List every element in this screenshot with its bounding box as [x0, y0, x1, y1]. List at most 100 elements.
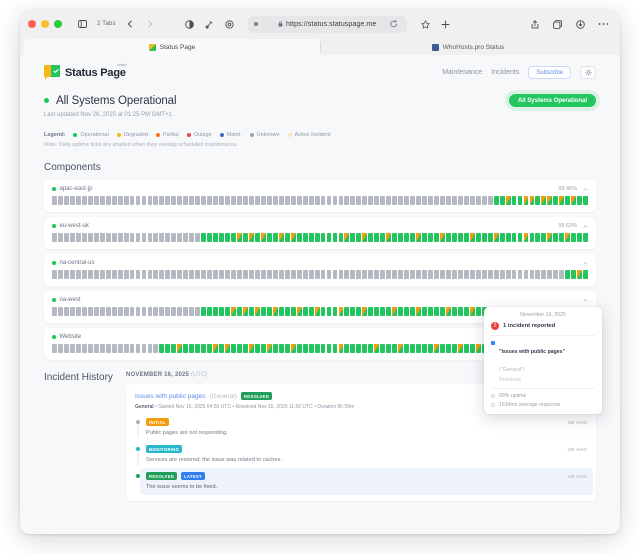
uptime-tick[interactable] — [266, 233, 272, 242]
uptime-tick[interactable] — [207, 307, 213, 316]
uptime-tick[interactable] — [69, 307, 75, 316]
uptime-tick[interactable] — [75, 307, 81, 316]
uptime-tick[interactable] — [308, 233, 314, 242]
maximize-window-button[interactable] — [54, 20, 62, 28]
uptime-tick[interactable] — [392, 270, 398, 279]
window-controls[interactable] — [28, 20, 62, 28]
uptime-tick[interactable] — [445, 344, 451, 353]
uptime-tick[interactable] — [171, 233, 177, 242]
uptime-tick[interactable] — [147, 270, 153, 279]
uptime-tick[interactable] — [195, 307, 201, 316]
uptime-tick[interactable] — [243, 233, 248, 242]
uptime-tick[interactable] — [422, 233, 427, 242]
uptime-tick[interactable] — [225, 196, 230, 205]
uptime-tick[interactable] — [219, 307, 224, 316]
uptime-tick[interactable] — [99, 344, 105, 353]
uptime-tick[interactable] — [147, 233, 153, 242]
uptime-tick[interactable] — [284, 307, 290, 316]
uptime-tick[interactable] — [189, 233, 195, 242]
uptime-tick[interactable] — [254, 270, 260, 279]
uptime-tick[interactable] — [105, 344, 111, 353]
uptime-tick[interactable] — [219, 344, 224, 353]
uptime-tick[interactable] — [165, 270, 171, 279]
chevron-up-icon[interactable] — [583, 187, 588, 192]
uptime-tick[interactable] — [583, 196, 589, 205]
uptime-tick[interactable] — [207, 233, 213, 242]
uptime-tick[interactable] — [529, 270, 535, 279]
uptime-tick[interactable] — [183, 233, 189, 242]
chevron-up-icon[interactable] — [583, 298, 588, 303]
uptime-tick[interactable] — [272, 233, 278, 242]
reload-icon[interactable] — [386, 16, 403, 32]
uptime-tick[interactable] — [302, 270, 308, 279]
uptime-tick[interactable] — [105, 270, 111, 279]
uptime-tick[interactable] — [219, 233, 224, 242]
uptime-tick[interactable] — [302, 344, 308, 353]
uptime-tick[interactable] — [284, 196, 290, 205]
uptime-tick[interactable] — [577, 196, 583, 205]
uptime-tick[interactable] — [52, 196, 57, 205]
uptime-tick[interactable] — [434, 270, 439, 279]
uptime-tick[interactable] — [398, 307, 404, 316]
uptime-tick[interactable] — [308, 307, 314, 316]
uptime-tick[interactable] — [117, 233, 123, 242]
uptime-tick[interactable] — [278, 344, 284, 353]
uptime-tick[interactable] — [69, 233, 75, 242]
uptime-tick[interactable] — [499, 270, 505, 279]
uptime-tick[interactable] — [219, 196, 224, 205]
uptime-tick[interactable] — [577, 233, 583, 242]
uptime-tick[interactable] — [111, 233, 117, 242]
uptime-tick[interactable] — [404, 196, 410, 205]
uptime-tick[interactable] — [183, 196, 189, 205]
uptime-tick[interactable] — [296, 270, 302, 279]
uptime-tick[interactable] — [410, 270, 415, 279]
uptime-tick[interactable] — [439, 196, 445, 205]
uptime-tick[interactable] — [87, 270, 93, 279]
uptime-tick[interactable] — [428, 307, 433, 316]
uptime-tick[interactable] — [284, 270, 290, 279]
uptime-tick[interactable] — [171, 307, 177, 316]
uptime-tick[interactable] — [52, 307, 57, 316]
uptime-tick[interactable] — [350, 233, 356, 242]
uptime-tick[interactable] — [302, 233, 308, 242]
uptime-tick[interactable] — [278, 233, 284, 242]
uptime-tick[interactable] — [374, 307, 380, 316]
uptime-tick[interactable] — [392, 233, 398, 242]
uptime-tick[interactable] — [201, 344, 207, 353]
uptime-tick[interactable] — [398, 270, 404, 279]
uptime-tick[interactable] — [314, 344, 320, 353]
uptime-tick[interactable] — [380, 233, 386, 242]
uptime-tick[interactable] — [368, 270, 374, 279]
more-menu-icon[interactable] — [595, 16, 612, 32]
uptime-tick[interactable] — [296, 307, 302, 316]
uptime-tick[interactable] — [350, 307, 356, 316]
uptime-tick[interactable] — [332, 270, 338, 279]
uptime-tick[interactable] — [332, 233, 338, 242]
uptime-tick[interactable] — [195, 233, 201, 242]
uptime-tick[interactable] — [416, 307, 421, 316]
uptime-tick[interactable] — [141, 196, 147, 205]
uptime-tick[interactable] — [481, 196, 487, 205]
uptime-tick-bar[interactable] — [52, 196, 589, 205]
uptime-tick[interactable] — [511, 196, 517, 205]
uptime-tick[interactable] — [523, 270, 529, 279]
uptime-tick[interactable] — [207, 196, 213, 205]
uptime-tick[interactable] — [332, 196, 338, 205]
uptime-tick[interactable] — [135, 344, 141, 353]
uptime-tick[interactable] — [428, 233, 433, 242]
uptime-tick[interactable] — [362, 270, 368, 279]
uptime-tick[interactable] — [547, 270, 553, 279]
uptime-tick[interactable] — [451, 233, 457, 242]
uptime-tick[interactable] — [457, 307, 463, 316]
uptime-tick[interactable] — [117, 307, 123, 316]
uptime-tick[interactable] — [380, 270, 386, 279]
uptime-tick[interactable] — [231, 233, 236, 242]
uptime-tick[interactable] — [296, 344, 302, 353]
uptime-tick[interactable] — [368, 196, 374, 205]
uptime-tick[interactable] — [177, 196, 183, 205]
uptime-tick[interactable] — [416, 344, 421, 353]
uptime-tick[interactable] — [463, 307, 469, 316]
uptime-tick[interactable] — [272, 196, 278, 205]
uptime-tick[interactable] — [368, 233, 374, 242]
uptime-tick[interactable] — [135, 307, 141, 316]
